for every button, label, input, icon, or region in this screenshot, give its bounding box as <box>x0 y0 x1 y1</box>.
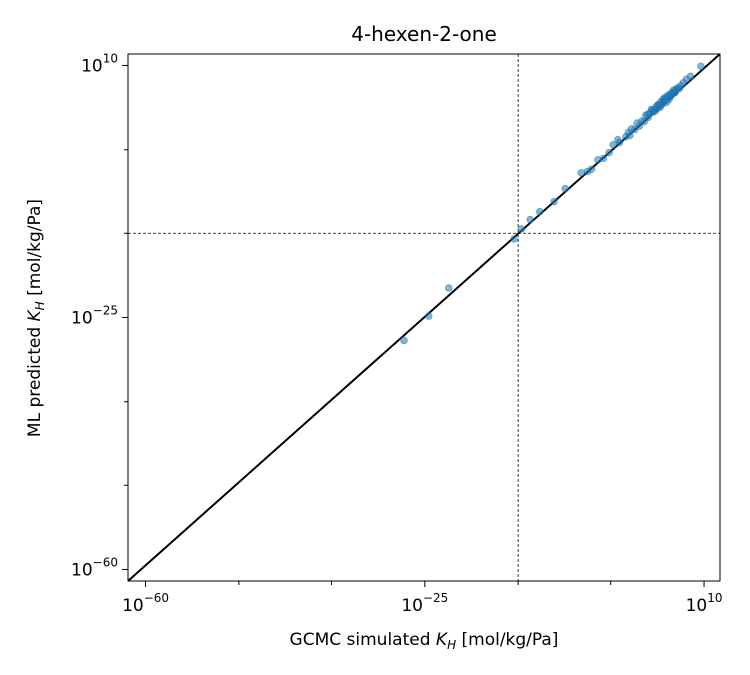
data-point <box>550 197 558 206</box>
x-tick-base: 10 <box>401 596 423 616</box>
x-axis-label-subscript: H <box>447 638 456 652</box>
y-tick-exponent: −60 <box>93 555 118 569</box>
data-point <box>660 94 668 102</box>
data-points <box>400 62 705 345</box>
y-tick-label: 1010 <box>81 52 118 77</box>
data-point <box>686 72 695 81</box>
data-point <box>643 110 652 119</box>
data-point <box>697 62 705 70</box>
data-point <box>648 106 656 114</box>
data-point <box>577 169 585 177</box>
y-tick-label: 10−25 <box>71 304 118 329</box>
y-tick-base: 10 <box>71 560 93 580</box>
data-point <box>535 207 544 216</box>
x-axis-label: GCMC simulated KH [mol/kg/Pa] <box>290 630 559 652</box>
x-tick-exponent: 10 <box>707 591 722 605</box>
x-axis-label-prefix: GCMC simulated <box>290 630 436 650</box>
y-tick-exponent: −25 <box>93 304 118 318</box>
y-axis-label-suffix: [mol/kg/Pa] <box>25 199 45 301</box>
x-tick-label: 10−25 <box>401 591 448 616</box>
data-point <box>599 154 608 163</box>
y-axis-label-symbol: K <box>25 308 45 321</box>
y-tick-base: 10 <box>71 309 93 329</box>
x-tick-exponent: −25 <box>423 591 448 605</box>
data-point <box>517 225 526 233</box>
data-point <box>614 135 622 144</box>
x-tick-exponent: −60 <box>144 591 169 605</box>
data-point <box>445 284 453 292</box>
data-point <box>587 165 596 173</box>
x-tick-base: 10 <box>686 596 708 616</box>
y-tick-label: 10−60 <box>71 555 118 580</box>
x-tick-label: 10−60 <box>122 591 169 616</box>
x-tick-base: 10 <box>122 596 144 616</box>
x-axis-ticks: 10−60 10−25 1010 <box>122 581 723 616</box>
data-point <box>605 148 613 157</box>
y-tick-exponent: 10 <box>103 52 118 66</box>
data-point <box>526 215 534 224</box>
x-axis-label-suffix: [mol/kg/Pa] <box>456 630 558 650</box>
data-point <box>400 336 408 345</box>
x-axis-label-symbol: K <box>436 630 449 650</box>
reference-lines <box>128 54 720 581</box>
y-axis-label-subscript: H <box>33 301 47 310</box>
data-point <box>655 102 664 110</box>
x-tick-label: 1010 <box>686 591 723 616</box>
y-axis-label-prefix: ML predicted <box>25 321 45 437</box>
chart-title: 4-hexen-2-one <box>351 22 497 46</box>
data-point <box>670 89 679 97</box>
data-point <box>626 131 634 140</box>
data-point <box>561 184 569 193</box>
y-axis-label: ML predicted KH [mol/kg/Pa] <box>25 199 47 437</box>
data-point <box>510 235 518 243</box>
y-tick-base: 10 <box>81 57 103 77</box>
data-point <box>425 312 433 320</box>
